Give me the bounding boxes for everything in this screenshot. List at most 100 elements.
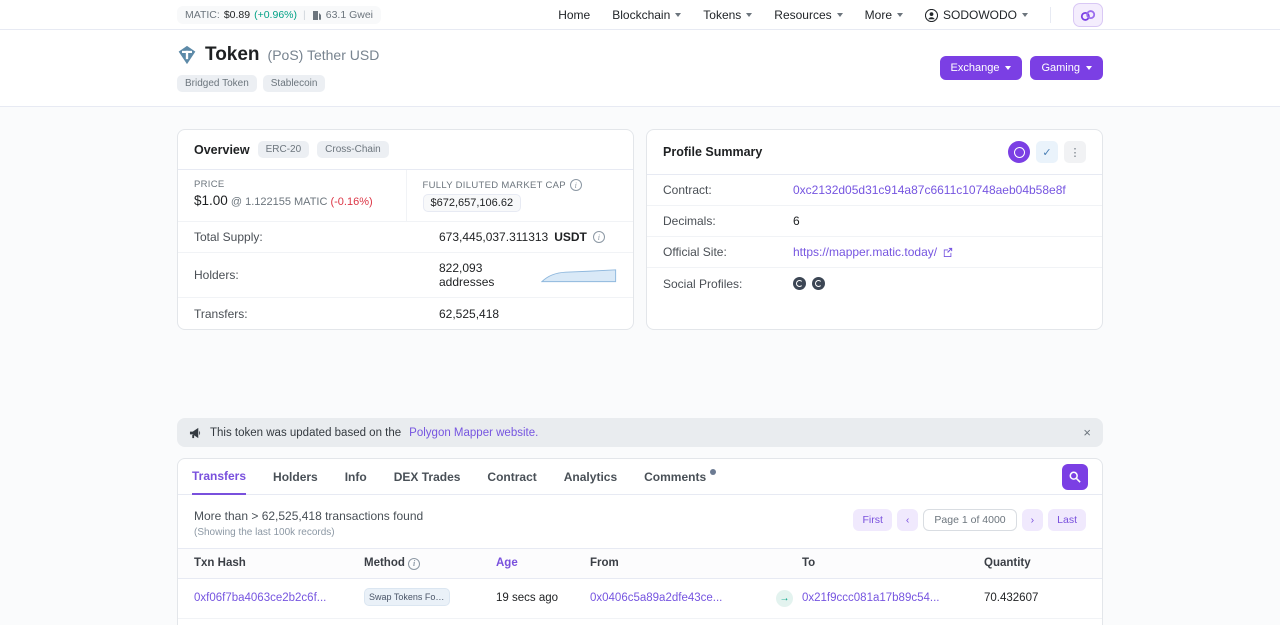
method-badge: Swap Tokens For ... <box>364 587 450 606</box>
nav-more[interactable]: More <box>865 8 903 22</box>
col-from: From <box>584 548 770 579</box>
nav-blockchain[interactable]: Blockchain <box>612 8 682 22</box>
quantity-cell: 70.432607 <box>978 578 1102 619</box>
price-value: $1.00 <box>194 193 228 208</box>
close-icon[interactable]: × <box>1083 425 1091 440</box>
arrow-right-icon: → <box>776 589 793 607</box>
transfers-panel: Transfers Holders Info DEX Trades Contra… <box>177 458 1103 625</box>
token-logo-icon <box>178 45 196 65</box>
chevron-down-icon <box>1005 66 1012 70</box>
erc20-badge: ERC-20 <box>257 141 310 158</box>
tab-analytics[interactable]: Analytics <box>563 469 618 484</box>
overview-card: Overview ERC-20 Cross-Chain PRICE $1.00 … <box>177 129 634 330</box>
tab-contract[interactable]: Contract <box>487 469 537 484</box>
table-header-row: Txn Hash Method i Age From To Quantity <box>178 548 1102 579</box>
topbar: MATIC: $0.89 (+0.96%) | 63.1 Gwei Home B… <box>0 0 1280 30</box>
first-page-button[interactable]: First <box>853 509 892 531</box>
txn-hash-link[interactable]: 0xf06f7ba4063ce2b2c6f... <box>194 592 327 604</box>
verify-button[interactable]: ✓ <box>1036 141 1058 163</box>
tab-dex-trades[interactable]: DEX Trades <box>393 469 461 484</box>
total-supply-value: 673,445,037.311313 <box>439 230 549 244</box>
token-name: (PoS) Tether USD <box>267 47 380 63</box>
holders-sparkline-chart[interactable] <box>541 268 617 283</box>
chevron-down-icon <box>836 13 843 17</box>
next-page-button[interactable]: › <box>1021 509 1044 531</box>
col-age-sort[interactable]: Age <box>490 548 584 579</box>
token-badge-stablecoin: Stablecoin <box>262 75 326 92</box>
from-address-link[interactable]: 0x0406c5a89a2dfe43ce... <box>590 592 723 604</box>
network-stats-pill: MATIC: $0.89 (+0.96%) | 63.1 Gwei <box>177 6 382 24</box>
notification-dot <box>710 468 717 475</box>
gas-pump-icon <box>312 10 321 20</box>
price-matic: @ 1.122155 MATIC <box>230 196 328 208</box>
prev-page-button[interactable]: ‹ <box>896 509 919 531</box>
gaming-button[interactable]: Gaming <box>1030 56 1103 80</box>
official-site-link[interactable]: https://mapper.matic.today/ <box>793 245 938 259</box>
col-to: To <box>796 548 978 579</box>
coinmarketcap-icon[interactable] <box>812 277 825 290</box>
table-row: 0xf06f7ba4063ce2b2c6f... Swap Tokens For… <box>178 578 1102 619</box>
tab-transfers[interactable]: Transfers <box>192 459 247 495</box>
update-token-info-button[interactable] <box>1008 141 1030 163</box>
profile-summary-card: Profile Summary ✓ ⋮ Contract: 0xc2132d05… <box>646 129 1103 330</box>
more-options-button[interactable]: ⋮ <box>1064 141 1086 163</box>
official-site-row: Official Site: https://mapper.matic.toda… <box>647 237 1102 268</box>
search-button[interactable] <box>1062 463 1088 490</box>
col-txn-hash: Txn Hash <box>178 548 358 579</box>
contract-address-link[interactable]: 0xc2132d05d31c914a87c6611c10748aeb04b58e… <box>793 183 1066 197</box>
account-menu[interactable]: SODOWODO <box>925 8 1028 22</box>
chevron-down-icon <box>897 13 903 17</box>
tab-comments[interactable]: Comments <box>644 459 717 495</box>
tab-holders[interactable]: Holders <box>273 469 318 484</box>
chevron-down-icon <box>1022 13 1028 17</box>
polygon-mapper-link[interactable]: Polygon Mapper website. <box>409 426 539 439</box>
chevron-down-icon <box>746 13 753 17</box>
info-icon[interactable]: i <box>569 179 582 191</box>
page-header: Token (PoS) Tether USD Bridged Token Sta… <box>0 30 1280 107</box>
last-page-button[interactable]: Last <box>1048 509 1086 531</box>
token-badge-bridged: Bridged Token <box>177 75 257 92</box>
price-change: (-0.16%) <box>330 196 373 208</box>
megaphone-icon <box>189 427 201 438</box>
transactions-found-text: More than > 62,525,418 transactions foun… <box>194 509 424 523</box>
fdmc-value: $672,657,106.62 <box>422 194 522 212</box>
tab-info[interactable]: Info <box>344 469 367 484</box>
matic-price-link[interactable]: $0.89 <box>223 9 251 21</box>
overview-title: Overview <box>194 142 250 157</box>
fdmc-label: FULLY DILUTED MARKET CAP <box>422 179 566 191</box>
price-label: PRICE <box>194 179 225 190</box>
holders-value: 822,093 addresses <box>439 261 495 289</box>
info-icon[interactable]: i <box>592 231 605 243</box>
quantity-cell: 576.51272 <box>978 618 1102 625</box>
col-quantity: Quantity <box>978 548 1102 579</box>
exchange-button[interactable]: Exchange <box>939 56 1023 80</box>
col-arrow <box>770 548 796 579</box>
gas-price-link[interactable]: 63.1 Gwei <box>325 9 374 21</box>
pagination: First ‹ Page 1 of 4000 › Last <box>853 509 1086 531</box>
nav-tokens[interactable]: Tokens <box>703 8 753 22</box>
profile-title: Profile Summary <box>663 145 763 159</box>
age-cell: 19 secs ago <box>490 578 584 619</box>
divider <box>1050 7 1051 23</box>
decimals-value: 6 <box>793 214 800 228</box>
separator: | <box>303 9 306 21</box>
to-address-link[interactable]: 0x21f9ccc081a17b89c54... <box>802 592 940 604</box>
token-symbol: USDT <box>554 230 587 244</box>
records-note: (Showing the last 100k records) <box>194 527 335 538</box>
decimals-row: Decimals: 6 <box>647 206 1102 237</box>
polygon-logo-icon <box>1080 9 1096 21</box>
total-supply-row: Total Supply: 673,445,037.311313 USDT i <box>178 222 633 253</box>
coingecko-icon[interactable] <box>793 277 806 290</box>
search-icon <box>1069 471 1081 483</box>
external-link-icon <box>943 247 953 257</box>
social-profiles-row: Social Profiles: <box>647 268 1102 299</box>
matic-change: (+0.96%) <box>254 9 297 21</box>
col-method: Method i <box>358 548 490 579</box>
transfers-value: 62,525,418 <box>439 306 500 321</box>
notice-text: This token was updated based on the <box>210 426 402 439</box>
nav-home[interactable]: Home <box>558 8 591 22</box>
page-title: Token <box>205 44 260 65</box>
info-icon[interactable]: i <box>408 557 421 570</box>
network-switcher-button[interactable] <box>1073 3 1103 27</box>
nav-resources[interactable]: Resources <box>774 8 843 22</box>
